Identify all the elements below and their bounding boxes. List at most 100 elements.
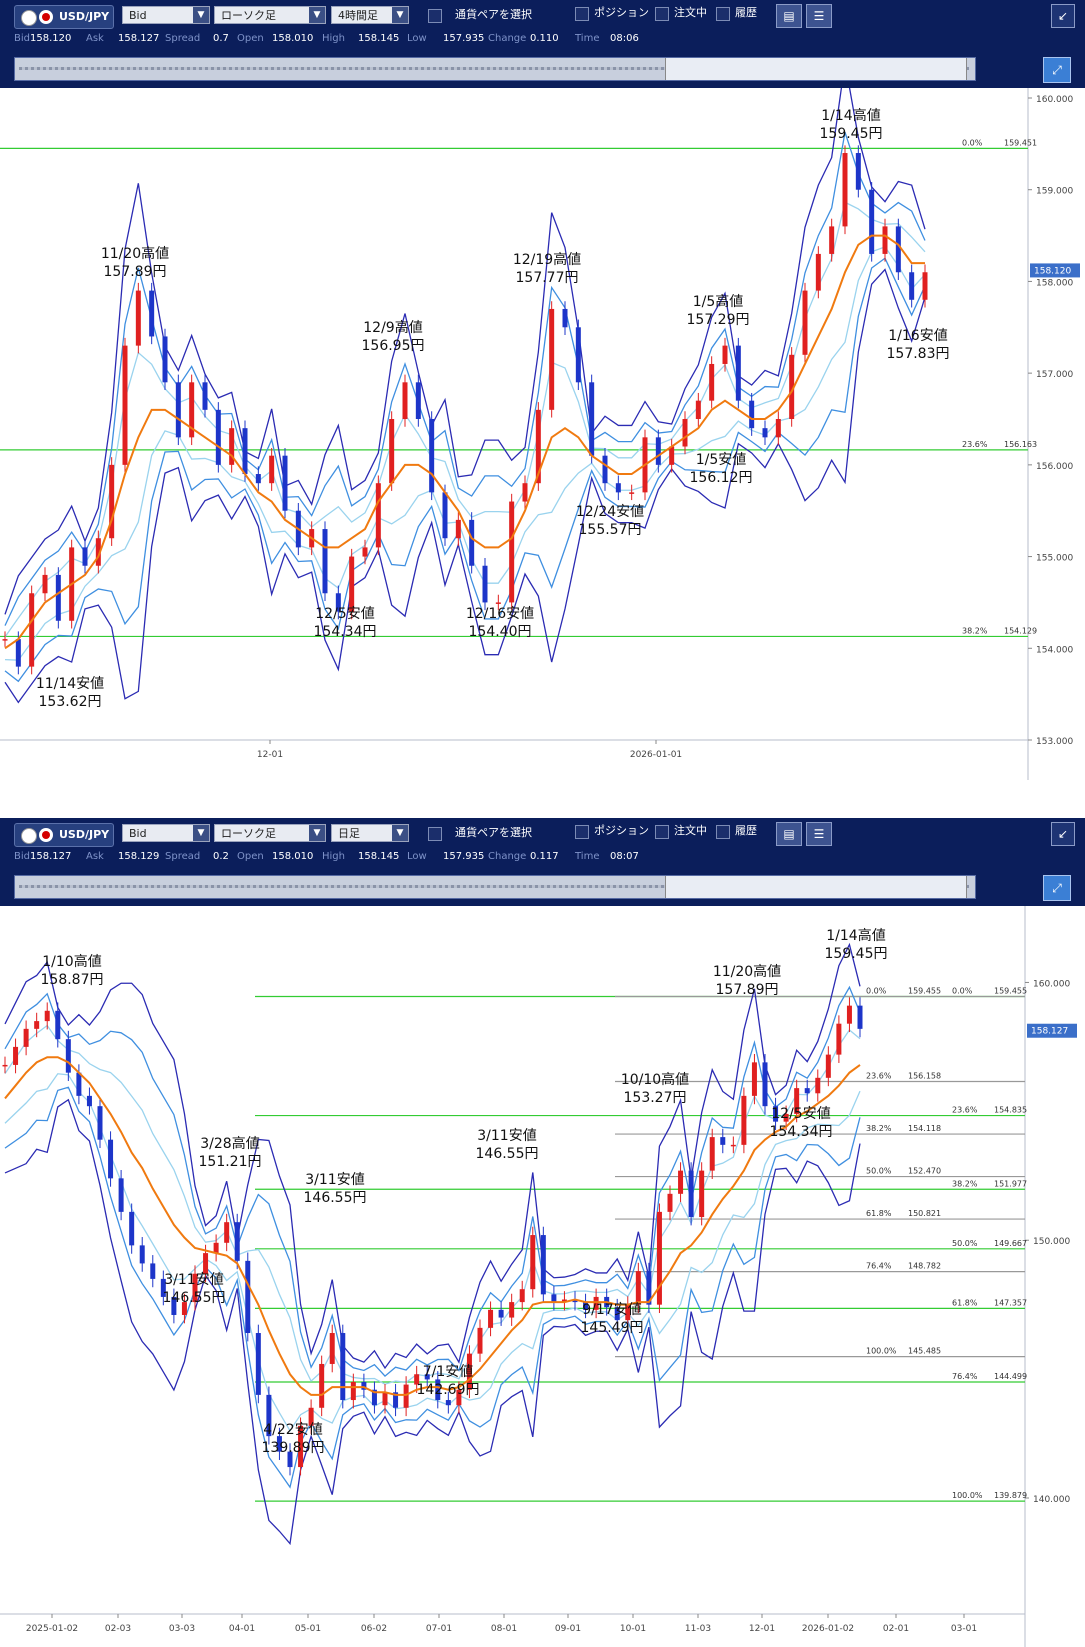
- chart-settings-icon: ▤: [783, 9, 795, 23]
- annotation-line1: 11/20高値: [713, 963, 781, 980]
- timeframe-select[interactable]: 日足 ▼: [331, 824, 409, 842]
- candle-body: [615, 483, 621, 493]
- quote-label: Open: [237, 33, 264, 44]
- fib-value: 159.451: [1004, 138, 1037, 147]
- candle-body: [535, 409, 541, 484]
- annotation-line2: 151.21円: [199, 1154, 262, 1170]
- candle-body: [882, 226, 888, 254]
- fib-label: 38.2%: [866, 1124, 892, 1133]
- annotation-line1: 1/5高値: [693, 293, 744, 310]
- position-checkbox[interactable]: [575, 825, 589, 839]
- chart-navigator[interactable]: [14, 57, 976, 81]
- timeframe-select[interactable]: 4時間足 ▼: [331, 6, 409, 24]
- candle-body: [488, 1309, 494, 1328]
- history-checkbox[interactable]: [716, 825, 730, 839]
- annotation-line1: 3/11安値: [164, 1272, 223, 1288]
- chart-type-value: ローソク足: [221, 827, 276, 840]
- candle-body: [429, 419, 435, 493]
- quote-label: Open: [237, 851, 264, 862]
- chart-type-value: ローソク足: [221, 9, 276, 22]
- candle-body: [789, 354, 795, 419]
- candle-body: [23, 1028, 29, 1047]
- price-type-value: Bid: [129, 9, 147, 22]
- candle-body: [783, 1113, 789, 1122]
- history-checkbox[interactable]: [716, 7, 730, 21]
- fib-value: 149.667: [994, 1239, 1027, 1248]
- quote-value: 158.120: [30, 33, 72, 44]
- settings-button[interactable]: ▤: [776, 822, 802, 846]
- chart-navigator[interactable]: [14, 875, 976, 899]
- arrow-down-left-icon: ↙: [1057, 827, 1069, 841]
- candle-body: [435, 1379, 441, 1401]
- select-pair-checkbox[interactable]: [428, 9, 442, 23]
- timeframe-value: 4時間足: [338, 9, 378, 22]
- candle-body: [203, 1253, 209, 1274]
- collapse-button[interactable]: ↙: [1051, 822, 1075, 846]
- candlestick-chart[interactable]: 160.000 159.000 158.000 157.000 156.000 155.0…: [0, 88, 1085, 780]
- candle-body: [678, 1170, 684, 1194]
- price-type-select[interactable]: Bid ▼: [122, 6, 210, 24]
- quote-value: 158.129: [118, 851, 160, 862]
- zoom-button[interactable]: ⤢: [1043, 57, 1071, 83]
- position-label: ポジション: [594, 824, 649, 837]
- quote-value: 158.010: [272, 33, 314, 44]
- candle-body: [44, 1010, 50, 1022]
- candle-body: [635, 1271, 641, 1305]
- candle-body: [255, 474, 261, 484]
- plot-area: [0, 88, 1028, 780]
- collapse-button[interactable]: ↙: [1051, 4, 1075, 28]
- x-tick-label: 07-01: [426, 1624, 452, 1634]
- candlestick-chart[interactable]: 160.000 150.000 140.000 2025-01-02 02-03 03-0…: [0, 906, 1085, 1647]
- candle-body: [802, 290, 808, 355]
- currency-pair-button[interactable]: USD/JPY: [14, 5, 114, 29]
- fib-label: 23.6%: [952, 1106, 978, 1115]
- candle-body: [804, 1088, 810, 1094]
- indicator-button[interactable]: ☰: [806, 4, 832, 28]
- annotation-line2: 154.34円: [770, 1124, 833, 1140]
- annotation-line1: 1/14高値: [821, 107, 880, 124]
- candle-body: [829, 226, 835, 254]
- annotation-line2: 157.89円: [104, 264, 167, 280]
- quote-value: 0.110: [530, 33, 559, 44]
- candle-body: [135, 290, 141, 346]
- x-tick-label: 2026-01-01: [630, 750, 682, 760]
- x-tick-label: 12-01: [749, 1624, 775, 1634]
- chart-type-select[interactable]: ローソク足 ▼: [214, 824, 326, 842]
- quote-label: Ask: [86, 33, 104, 44]
- fib-value: 151.977: [994, 1179, 1027, 1188]
- position-checkbox[interactable]: [575, 7, 589, 21]
- us-flag-icon: [21, 10, 37, 26]
- fib-value: 154.118: [908, 1124, 941, 1133]
- candle-body: [749, 400, 755, 429]
- candle-body: [350, 1382, 356, 1401]
- navigator-window[interactable]: [665, 876, 967, 898]
- select-pair-checkbox[interactable]: [428, 827, 442, 841]
- x-tick-label: 04-01: [229, 1624, 255, 1634]
- candle-body: [442, 492, 448, 539]
- chevron-down-icon: ▼: [193, 7, 209, 23]
- quote-label: Change: [488, 33, 527, 44]
- chart-type-select[interactable]: ローソク足 ▼: [214, 6, 326, 24]
- candle-body: [213, 1242, 219, 1254]
- x-tick-label: 09-01: [555, 1624, 581, 1634]
- navigator-window[interactable]: [665, 58, 967, 80]
- candle-body: [842, 153, 848, 227]
- price-type-select[interactable]: Bid ▼: [122, 824, 210, 842]
- orders-checkbox[interactable]: [655, 7, 669, 21]
- candle-body: [549, 308, 555, 410]
- candle-body: [562, 308, 568, 328]
- annotation-line1: 12/16安値: [466, 606, 534, 622]
- candle-body: [572, 1299, 578, 1303]
- zoom-button[interactable]: ⤢: [1043, 875, 1071, 901]
- annotation-line2: 159.45円: [820, 126, 883, 142]
- candle-body: [269, 455, 275, 484]
- candle-body: [322, 529, 328, 594]
- settings-button[interactable]: ▤: [776, 4, 802, 28]
- candle-body: [215, 409, 221, 465]
- annotation-line2: 157.83円: [887, 346, 950, 362]
- candle-body: [593, 1296, 599, 1310]
- orders-checkbox[interactable]: [655, 825, 669, 839]
- candle-body: [242, 428, 248, 475]
- currency-pair-button[interactable]: USD/JPY: [14, 823, 114, 847]
- indicator-button[interactable]: ☰: [806, 822, 832, 846]
